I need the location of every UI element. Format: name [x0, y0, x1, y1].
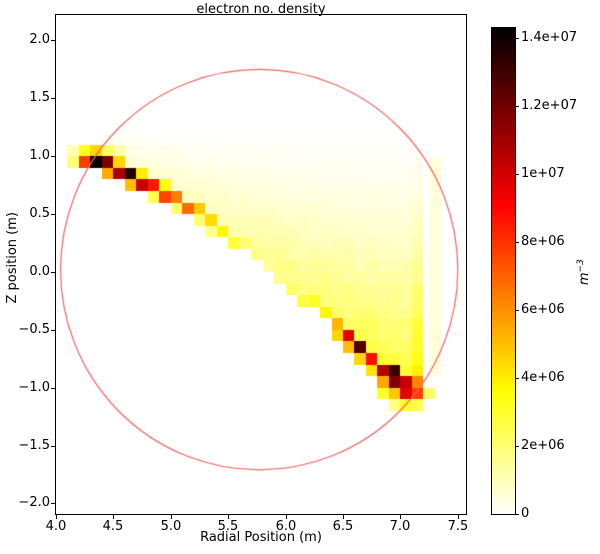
x-tick-mark	[458, 515, 459, 519]
colorbar-unit-label: m−3	[575, 259, 593, 286]
colorbar-tick-label: 1.4e+07	[521, 30, 578, 45]
x-tick-mark	[171, 515, 172, 519]
y-tick-label: 1.5	[29, 90, 50, 105]
colorbar-tick-label: 2e+06	[521, 438, 565, 453]
heatmap-canvas	[56, 15, 466, 514]
y-tick-label: 1.0	[29, 148, 50, 163]
colorbar-tick-label: 0	[521, 506, 530, 521]
x-tick-mark	[228, 515, 229, 519]
colorbar-tick-mark	[516, 514, 519, 515]
colorbar-tick-label: 4e+06	[521, 370, 565, 385]
x-tick-label: 6.5	[332, 519, 354, 534]
x-tick-mark	[56, 515, 57, 519]
x-tick-mark	[286, 515, 287, 519]
colorbar-tick-mark	[516, 174, 519, 175]
x-tick-label: 5.0	[160, 519, 182, 534]
chart-title: electron no. density	[196, 2, 326, 17]
y-tick-label: −1.5	[18, 438, 50, 453]
x-tick-label: 7.5	[447, 519, 469, 534]
y-tick-mark	[51, 330, 55, 331]
y-tick-mark	[51, 446, 55, 447]
y-tick-label: −2.0	[18, 495, 50, 510]
colorbar-tick-mark	[516, 378, 519, 379]
y-tick-label: 0.5	[29, 206, 50, 221]
colorbar-tick-mark	[516, 310, 519, 311]
y-tick-label: 2.0	[29, 32, 50, 47]
colorbar-tick-mark	[516, 106, 519, 107]
y-axis-label: Z position (m)	[5, 212, 20, 304]
colorbar-gradient	[492, 28, 515, 514]
y-tick-mark	[51, 156, 55, 157]
x-tick-mark	[343, 515, 344, 519]
y-tick-mark	[51, 98, 55, 99]
colorbar-tick-mark	[516, 446, 519, 447]
x-tick-label: 4.5	[102, 519, 124, 534]
colorbar-tick-label: 1.2e+07	[521, 98, 578, 113]
y-tick-label: 0.0	[29, 264, 50, 279]
y-tick-mark	[51, 214, 55, 215]
x-tick-label: 7.0	[389, 519, 411, 534]
y-tick-mark	[51, 272, 55, 273]
colorbar-frame	[491, 27, 516, 515]
y-tick-mark	[51, 503, 55, 504]
colorbar-tick-mark	[516, 242, 519, 243]
x-tick-label: 4.0	[45, 519, 67, 534]
y-tick-mark	[51, 40, 55, 41]
x-tick-label: 6.0	[275, 519, 297, 534]
y-tick-label: −1.0	[18, 380, 50, 395]
x-tick-label: 5.5	[217, 519, 239, 534]
axes-frame	[55, 14, 467, 515]
y-tick-label: −0.5	[18, 322, 50, 337]
colorbar-tick-mark	[516, 38, 519, 39]
x-tick-mark	[400, 515, 401, 519]
x-axis-label: Radial Position (m)	[200, 530, 322, 545]
y-tick-mark	[51, 388, 55, 389]
colorbar-tick-label: 6e+06	[521, 302, 565, 317]
colorbar-tick-label: 8e+06	[521, 234, 565, 249]
colorbar-tick-label: 1e+07	[521, 166, 565, 181]
x-tick-mark	[113, 515, 114, 519]
